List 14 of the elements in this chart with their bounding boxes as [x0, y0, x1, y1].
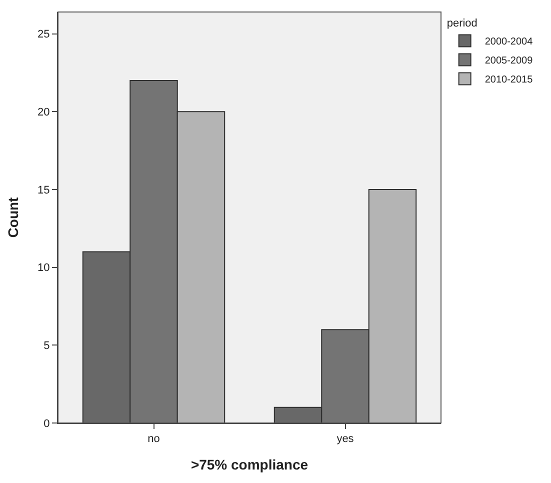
- legend-label: 2000-2004: [484, 36, 534, 48]
- y-axis-title: Count: [5, 196, 22, 238]
- x-tick-label: yes: [336, 433, 354, 446]
- y-tick-label: 10: [38, 262, 50, 274]
- legend-label: 2010-2015: [484, 74, 534, 86]
- y-tick-label: 20: [38, 106, 50, 118]
- y-tick-label: 25: [38, 28, 50, 41]
- x-tick-label: no: [148, 433, 160, 446]
- y-tick-label: 0: [44, 418, 50, 430]
- y-tick-label: 5: [44, 340, 50, 352]
- x-axis-title: >75% compliance: [190, 456, 308, 472]
- legend-title: period: [446, 17, 478, 30]
- legend-label: 2005-2009: [484, 56, 534, 67]
- y-tick-label: 15: [38, 184, 50, 196]
